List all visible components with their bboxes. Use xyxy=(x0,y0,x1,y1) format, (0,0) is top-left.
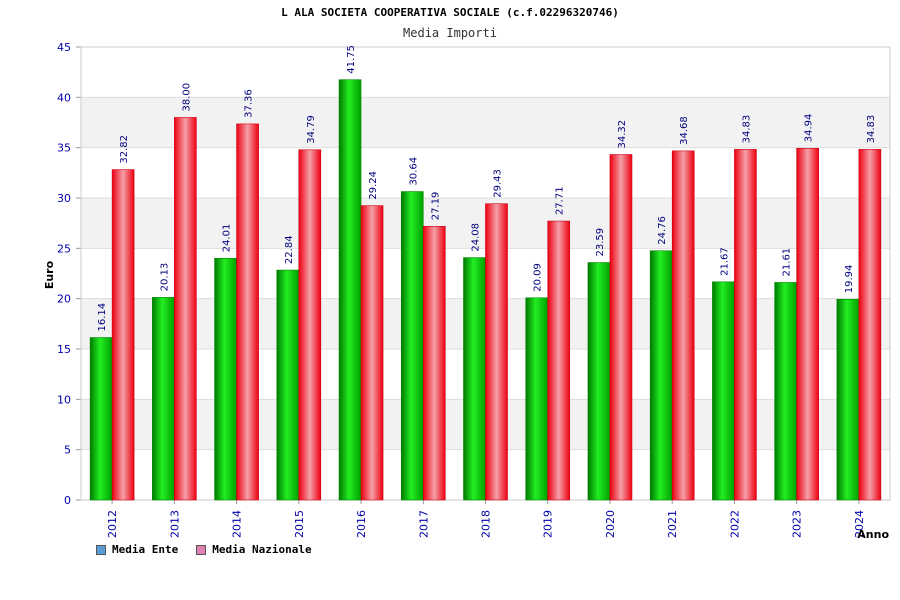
bar-media-ente xyxy=(774,282,797,501)
x-axis-label: Anno xyxy=(857,528,889,541)
y-tick-label: 0 xyxy=(64,494,71,507)
data-label-media-ente: 16.14 xyxy=(97,303,108,332)
data-label-media-nazionale: 27.71 xyxy=(555,186,566,215)
bar-media-nazionale xyxy=(796,147,819,501)
data-label-media-ente: 24.08 xyxy=(471,223,482,252)
legend-label-nazionale: Media Nazionale xyxy=(212,543,312,556)
bar-media-ente xyxy=(649,250,673,501)
x-tick-label: 2022 xyxy=(728,510,741,538)
data-label-media-ente: 20.09 xyxy=(533,263,544,292)
data-label-media-ente: 23.59 xyxy=(595,228,606,257)
data-label-media-ente: 30.64 xyxy=(408,157,419,186)
data-label-media-ente: 41.75 xyxy=(346,45,357,74)
chart-subtitle: Media Importi xyxy=(403,26,497,40)
bar-media-ente xyxy=(276,269,300,501)
bar-media-ente xyxy=(338,79,362,501)
data-label-media-nazionale: 27.19 xyxy=(430,192,441,221)
data-label-media-nazionale: 34.83 xyxy=(866,115,877,144)
bar-media-ente xyxy=(89,337,113,501)
data-label-media-nazionale: 32.82 xyxy=(119,135,130,164)
y-axis-label: Euro xyxy=(43,260,56,289)
legend-item-ente: Media Ente xyxy=(96,543,178,556)
legend-item-nazionale: Media Nazionale xyxy=(196,543,312,556)
bar-media-nazionale xyxy=(671,150,695,501)
bar-media-ente xyxy=(400,191,424,501)
x-tick-label: 2017 xyxy=(417,510,430,538)
bar-media-nazionale xyxy=(360,205,384,501)
bar-media-nazionale xyxy=(734,149,757,501)
data-label-media-nazionale: 29.24 xyxy=(368,171,379,200)
data-label-media-ente: 24.76 xyxy=(657,216,668,245)
data-label-media-ente: 19.94 xyxy=(844,265,855,294)
data-label-media-nazionale: 29.43 xyxy=(493,169,504,198)
bar-media-nazionale xyxy=(298,149,322,501)
y-tick-label: 15 xyxy=(57,343,71,356)
legend-swatch-ente xyxy=(96,544,106,555)
data-label-media-nazionale: 38.00 xyxy=(181,83,192,112)
bar-media-nazionale xyxy=(236,123,259,501)
x-tick-label: 2016 xyxy=(355,510,368,538)
data-label-media-ente: 24.01 xyxy=(222,224,233,253)
bar-media-nazionale xyxy=(485,203,508,501)
data-label-media-ente: 22.84 xyxy=(284,235,295,264)
y-tick-label: 35 xyxy=(57,142,71,155)
x-tick-label: 2020 xyxy=(604,510,617,538)
x-tick-label: 2015 xyxy=(293,510,306,538)
data-label-media-nazionale: 34.83 xyxy=(741,115,752,144)
y-tick-label: 10 xyxy=(57,393,71,406)
y-tick-label: 30 xyxy=(57,192,71,205)
grid-band xyxy=(81,47,890,98)
legend-swatch-nazionale xyxy=(196,544,207,555)
x-tick-label: 2021 xyxy=(666,510,679,538)
bar-media-ente xyxy=(214,257,237,501)
chart-title: L ALA SOCIETA COOPERATIVA SOCIALE (c.f.0… xyxy=(281,6,619,19)
x-tick-label: 2014 xyxy=(231,510,244,538)
legend-label-ente: Media Ente xyxy=(112,543,179,556)
legend: Media Ente Media Nazionale xyxy=(96,543,312,556)
data-label-media-nazionale: 34.79 xyxy=(306,115,317,144)
bar-media-ente xyxy=(712,281,735,501)
grid-band xyxy=(81,97,890,148)
data-label-media-nazionale: 34.32 xyxy=(617,120,628,149)
data-label-media-nazionale: 34.68 xyxy=(679,116,690,145)
bar-media-nazionale xyxy=(422,225,446,501)
data-label-media-ente: 20.13 xyxy=(159,263,170,292)
bar-media-ente xyxy=(587,262,611,501)
y-tick-label: 40 xyxy=(57,91,71,104)
bar-media-nazionale xyxy=(174,117,197,501)
data-label-media-nazionale: 34.94 xyxy=(804,114,815,143)
bar-media-ente xyxy=(152,297,175,501)
bar-media-nazionale xyxy=(547,220,571,501)
data-label-media-nazionale: 37.36 xyxy=(244,89,255,118)
bar-media-ente xyxy=(836,298,860,501)
bar-media-ente xyxy=(463,257,486,501)
x-tick-label: 2013 xyxy=(168,510,181,538)
x-tick-label: 2019 xyxy=(542,510,555,538)
y-tick-label: 20 xyxy=(57,293,71,306)
bar-media-nazionale xyxy=(609,154,633,501)
bar-media-nazionale xyxy=(111,169,135,501)
y-tick-label: 45 xyxy=(57,41,71,54)
bar-media-ente xyxy=(525,297,549,501)
x-tick-label: 2012 xyxy=(106,510,119,538)
y-tick-label: 25 xyxy=(57,242,71,255)
grid-band xyxy=(81,147,890,198)
x-tick-label: 2024 xyxy=(853,510,866,538)
x-tick-label: 2023 xyxy=(791,510,804,538)
data-label-media-ente: 21.67 xyxy=(719,247,730,276)
x-tick-label: 2018 xyxy=(480,510,493,538)
y-tick-label: 5 xyxy=(64,444,71,457)
bar-media-nazionale xyxy=(858,149,882,501)
data-label-media-ente: 21.61 xyxy=(782,248,793,277)
